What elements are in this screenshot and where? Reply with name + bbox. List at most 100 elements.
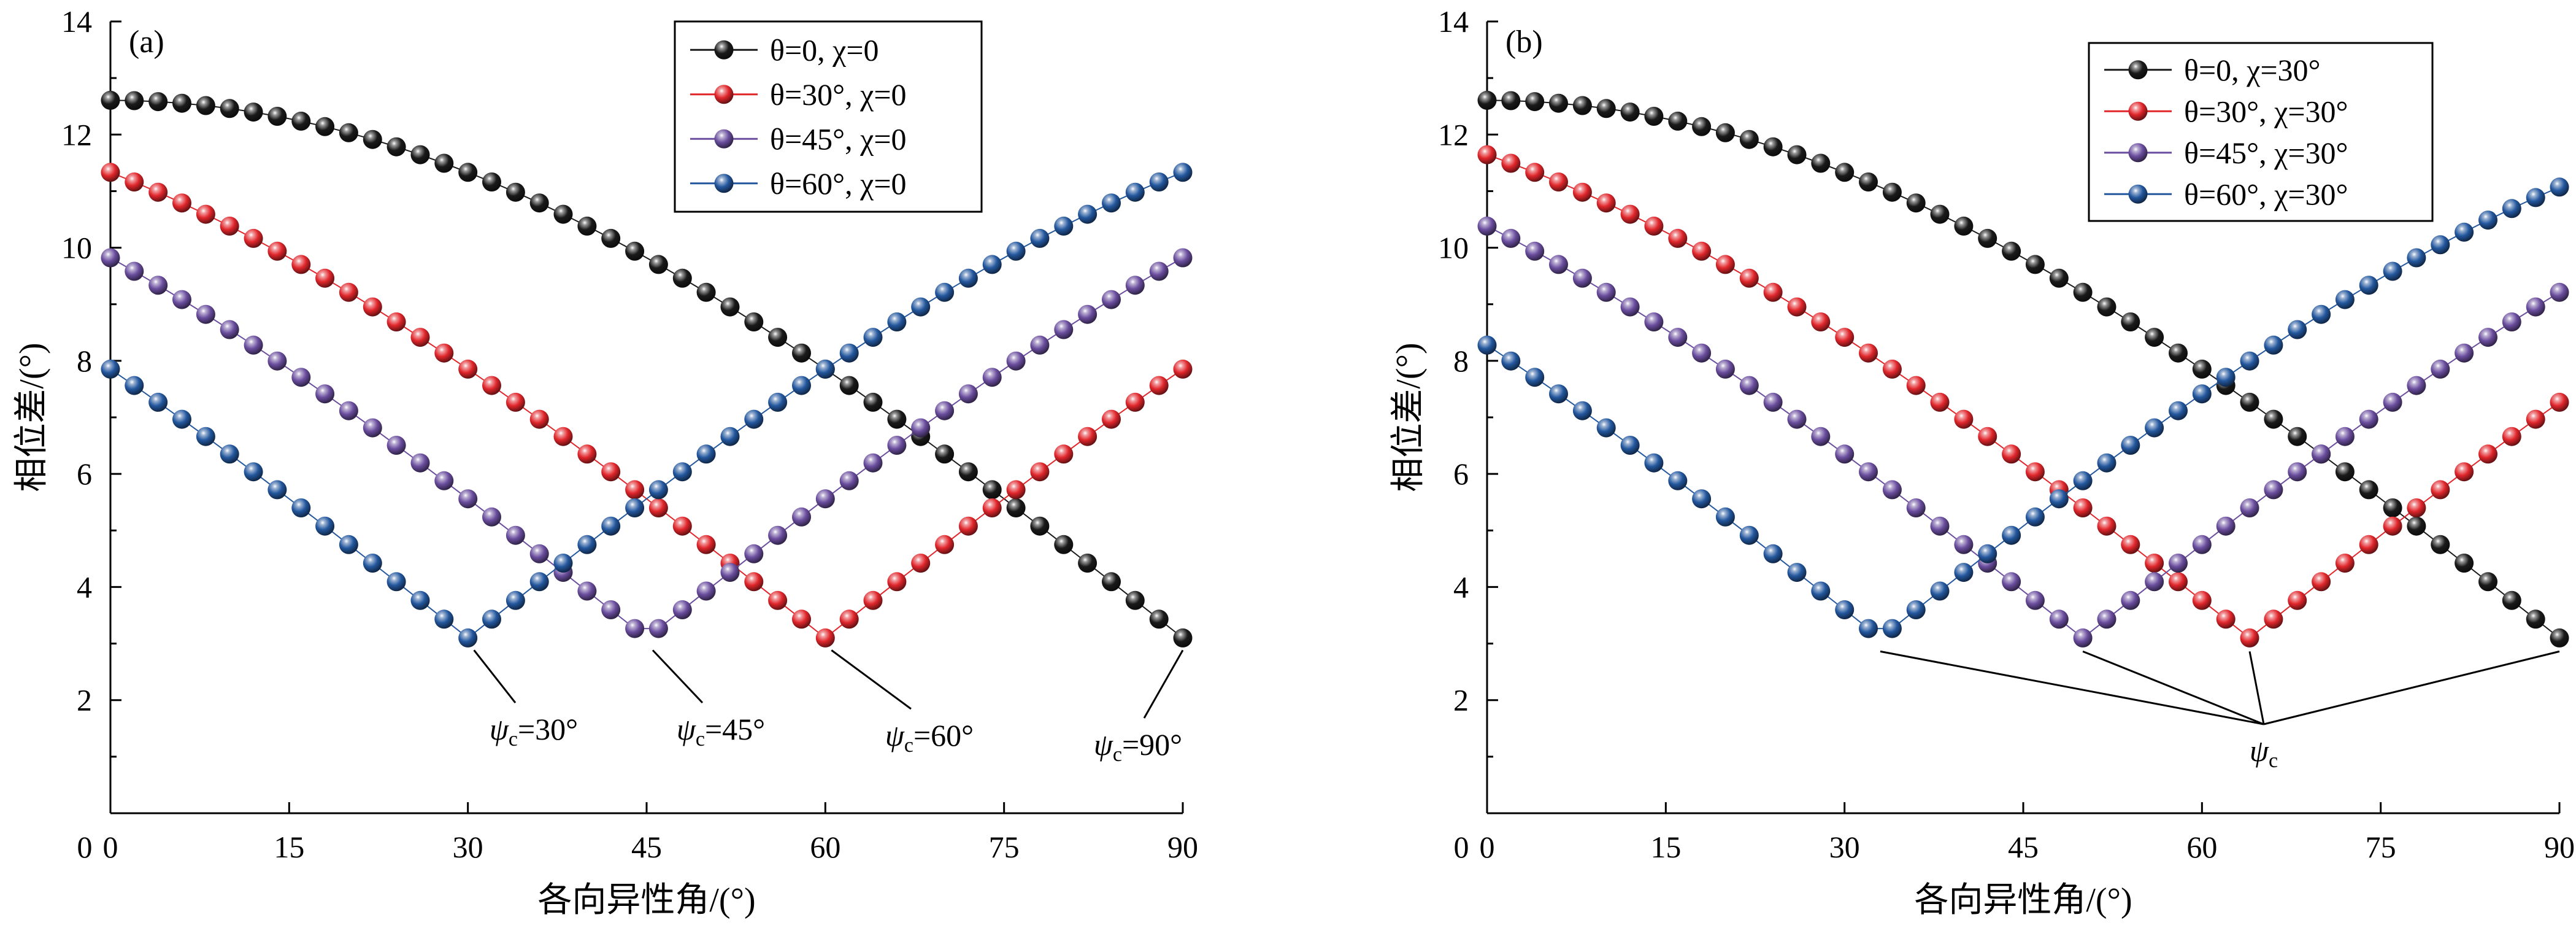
data-point	[2526, 188, 2545, 207]
data-point	[625, 498, 645, 517]
data-point	[1739, 268, 1759, 288]
data-point	[768, 328, 788, 347]
data-point	[601, 462, 621, 482]
data-point	[410, 328, 430, 347]
data-point	[1006, 241, 1026, 261]
data-point	[1954, 409, 1974, 429]
data-point	[2216, 516, 2236, 536]
data-point	[863, 328, 883, 347]
data-point	[1906, 193, 1926, 213]
data-point	[2335, 290, 2355, 309]
data-point	[1859, 343, 1878, 363]
x-tick-label: 15	[274, 830, 304, 864]
data-point	[768, 590, 788, 610]
x-tick-label: 60	[810, 830, 840, 864]
data-point	[267, 241, 287, 261]
data-point	[410, 453, 430, 473]
data-point	[887, 436, 907, 455]
annotation-leader	[473, 649, 517, 703]
x-tick-label: 30	[453, 830, 483, 864]
legend-entry: θ=0, χ=30°	[2184, 53, 2321, 87]
data-point	[744, 572, 764, 592]
data-point	[1477, 145, 1497, 164]
data-point	[172, 93, 191, 113]
x-tick-label: 90	[2544, 830, 2575, 864]
annotation-leader	[2263, 650, 2560, 725]
data-point	[2192, 384, 2212, 404]
data-point	[2002, 525, 2021, 545]
data-point	[506, 590, 525, 610]
y-tick-label: 4	[77, 570, 92, 604]
data-point	[267, 351, 287, 371]
data-point	[2240, 498, 2259, 517]
data-point	[553, 554, 573, 573]
data-point	[1525, 368, 1545, 387]
data-point	[648, 480, 668, 500]
data-point	[2288, 320, 2307, 339]
y-tick-label: 4	[1453, 570, 1469, 604]
data-point	[1930, 204, 1950, 224]
data-point	[339, 535, 358, 554]
data-point	[125, 91, 144, 110]
data-point	[625, 480, 645, 500]
data-point	[2097, 516, 2117, 536]
data-point	[2431, 235, 2450, 255]
data-point	[172, 193, 191, 213]
data-point	[386, 572, 406, 592]
data-point	[2359, 409, 2378, 429]
data-point	[696, 444, 716, 464]
data-point	[1006, 498, 1026, 517]
data-point	[1835, 163, 1855, 182]
data-point	[386, 312, 406, 331]
data-point	[2550, 282, 2569, 302]
annotations: ψc=30° ψc=45° ψc=60° ψc=90°	[473, 649, 1184, 766]
data-point	[2359, 480, 2378, 500]
data-point	[2383, 498, 2402, 517]
data-point	[577, 581, 597, 601]
data-point	[1102, 290, 1121, 309]
y-tick-label: 2	[77, 683, 92, 717]
data-point	[1906, 376, 1926, 395]
data-point	[1173, 359, 1193, 379]
data-point	[2002, 241, 2021, 261]
y-tick-label: 6	[77, 457, 92, 491]
data-point	[1739, 525, 1759, 545]
data-point	[1787, 409, 1807, 429]
data-point	[2478, 211, 2497, 230]
data-point	[1882, 182, 1902, 202]
data-point	[1692, 343, 1712, 363]
y-tick-label-zero: 0	[1454, 830, 1469, 864]
data-point	[101, 359, 120, 379]
data-point	[1596, 193, 1616, 213]
data-point	[2049, 489, 2069, 509]
data-point	[2025, 507, 2045, 527]
data-point	[2216, 368, 2236, 387]
data-point	[1030, 335, 1050, 355]
legend-swatch-marker	[2128, 101, 2148, 121]
x-axis-title: 各向异性角/(°)	[1914, 881, 2132, 919]
data-point	[839, 609, 859, 629]
data-point	[1549, 384, 1568, 404]
x-tick-label: 45	[2008, 830, 2039, 864]
data-point	[1763, 544, 1783, 563]
data-point	[887, 312, 907, 331]
data-point	[1882, 619, 1902, 638]
data-point	[2431, 480, 2450, 500]
data-point	[2335, 427, 2355, 446]
data-point	[2002, 572, 2021, 592]
data-point	[2264, 480, 2283, 500]
data-point	[2335, 554, 2355, 573]
legend-swatch-marker	[714, 174, 734, 193]
data-point	[458, 359, 478, 379]
data-point	[982, 255, 1002, 274]
data-point	[2502, 199, 2521, 218]
data-point	[1596, 418, 1616, 438]
legend-swatch-marker	[714, 85, 734, 104]
data-point	[2359, 276, 2378, 295]
data-point	[792, 609, 811, 629]
data-point	[2073, 471, 2093, 490]
data-point	[482, 172, 501, 191]
data-point	[2526, 409, 2545, 429]
y-tick-label: 6	[1453, 457, 1469, 491]
data-point	[2073, 628, 2093, 648]
